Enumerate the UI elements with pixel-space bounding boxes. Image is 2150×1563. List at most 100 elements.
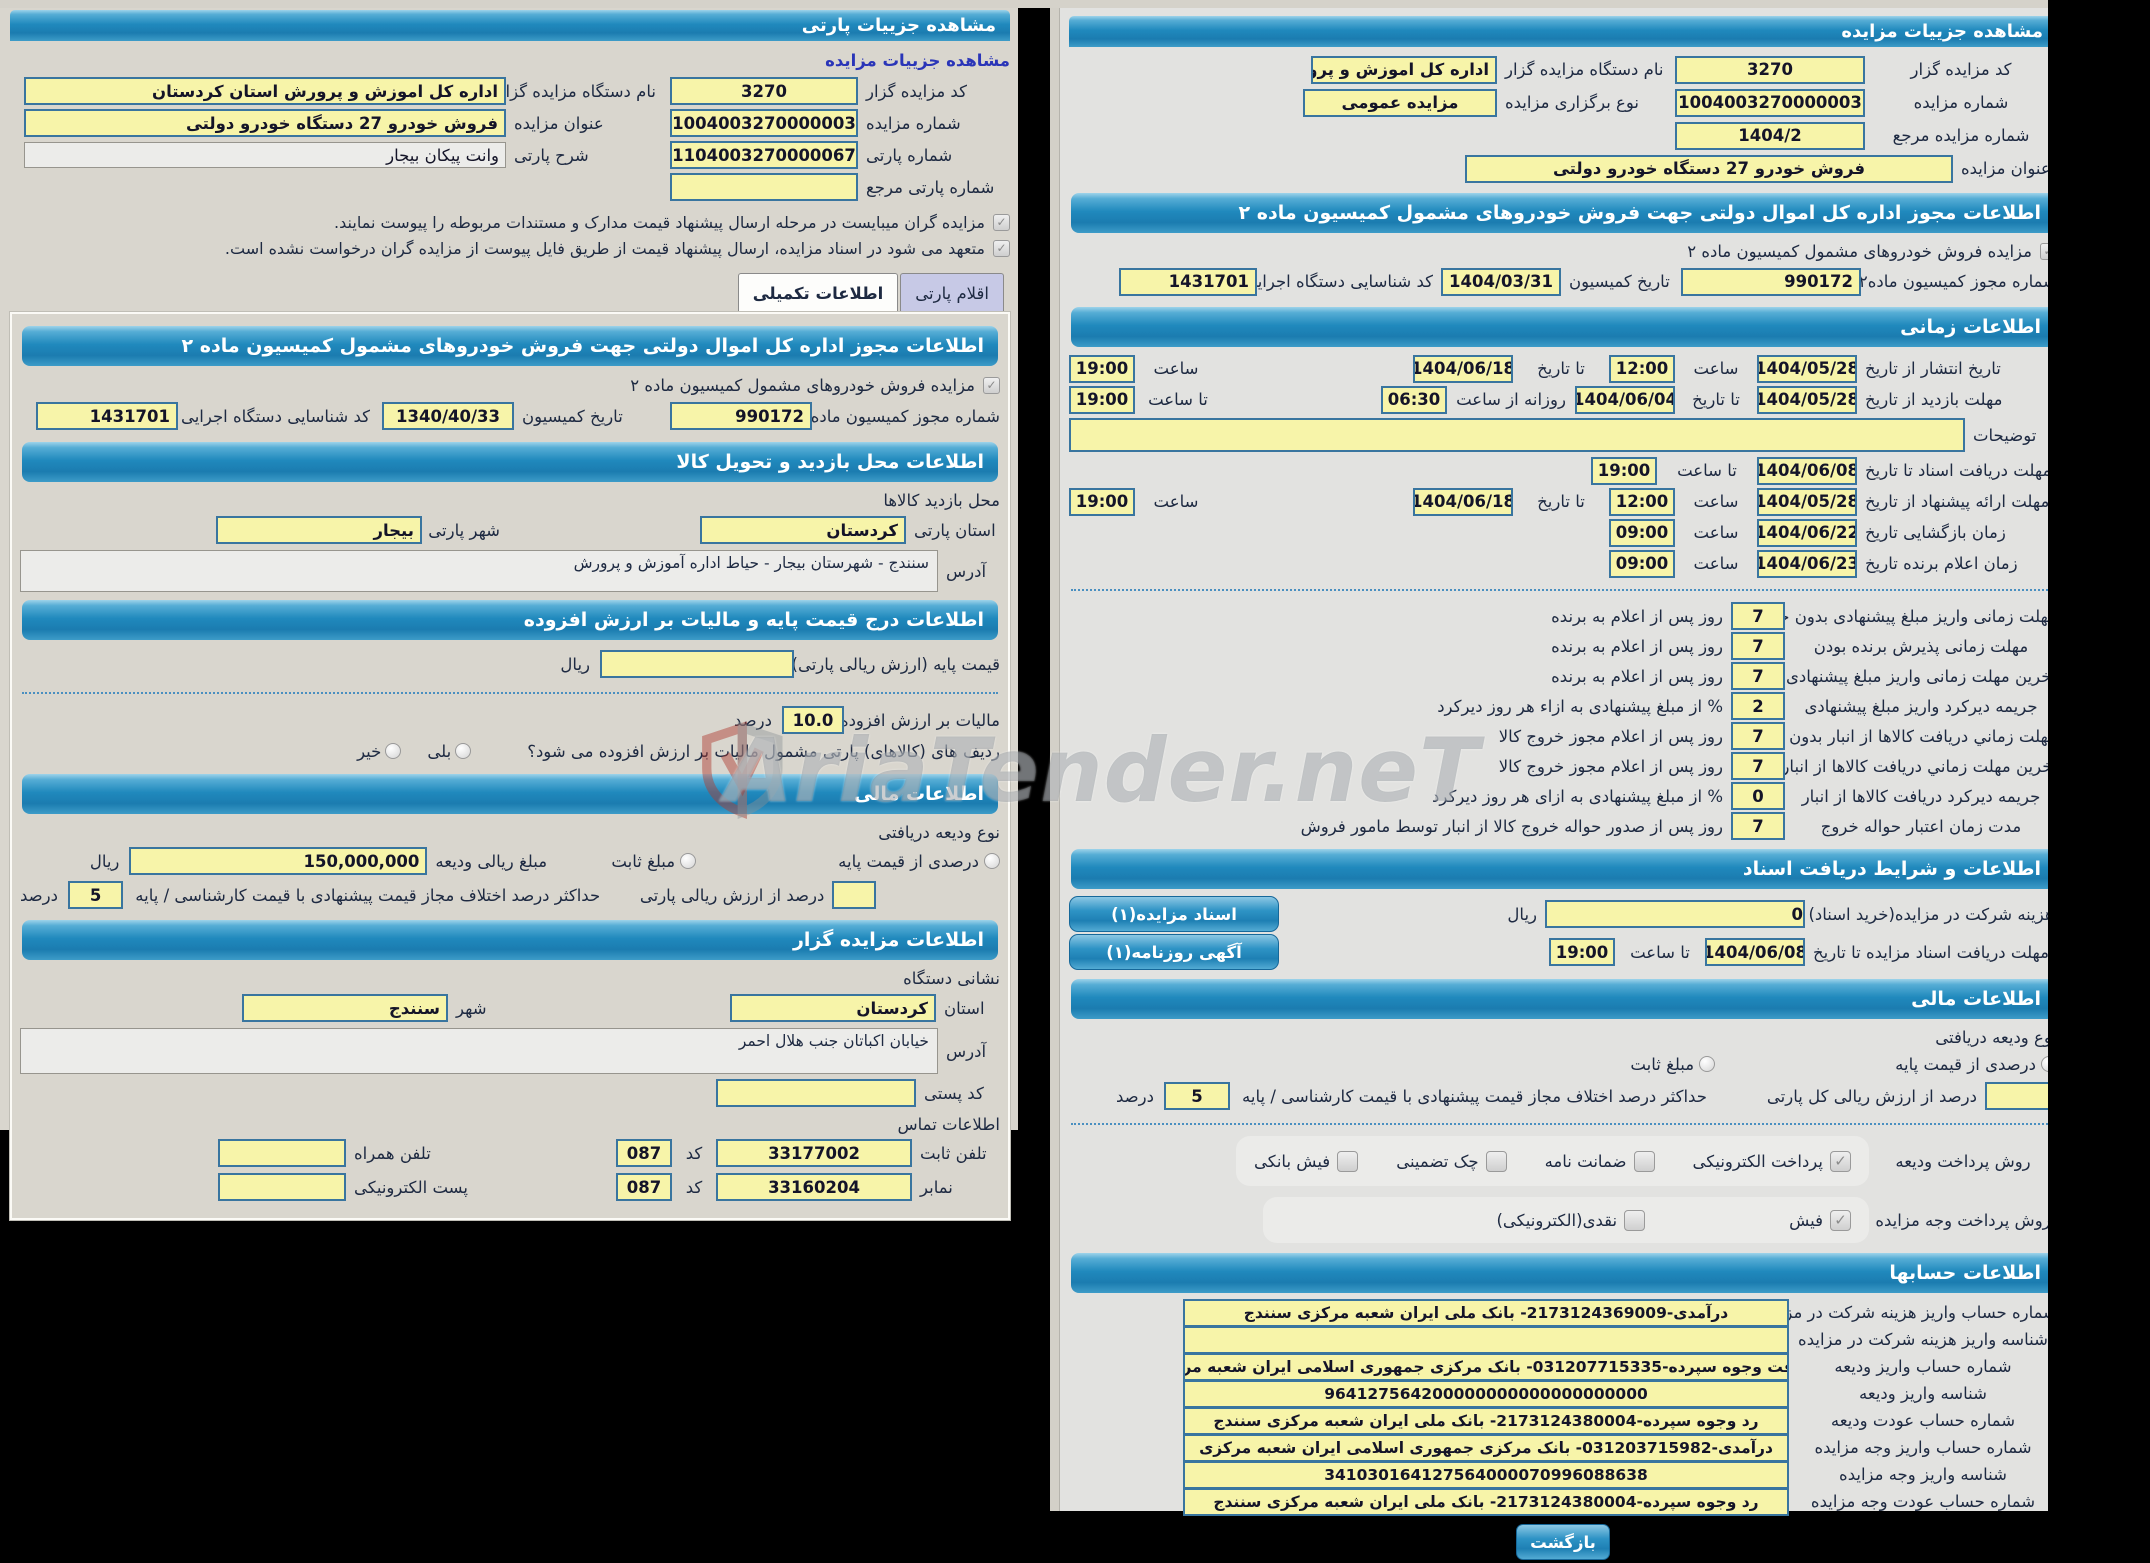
- fee-field[interactable]: 0: [1545, 900, 1805, 928]
- visit-hour1-field[interactable]: 06:30: [1381, 385, 1447, 414]
- publish-from-field[interactable]: 1404/05/28: [1757, 354, 1857, 383]
- pay-cash-checkbox[interactable]: [1624, 1209, 1646, 1231]
- deposit-fixed-radio[interactable]: [680, 853, 697, 869]
- base-price-field[interactable]: [600, 650, 794, 678]
- publish-hour1-field[interactable]: 12:00: [1609, 354, 1675, 383]
- winner-date-field[interactable]: 1404/06/23: [1757, 549, 1857, 578]
- phone-code-field[interactable]: 087: [616, 1139, 672, 1167]
- back-button[interactable]: بازگشت: [1516, 1524, 1610, 1560]
- party-desc-field[interactable]: وانت پیکان بیجار: [24, 142, 506, 168]
- fax-field[interactable]: 33160204: [716, 1173, 912, 1201]
- maxdiff-field[interactable]: 5: [68, 881, 124, 909]
- pay-bankslip-checkbox[interactable]: [1337, 1150, 1359, 1172]
- bidder-code-field[interactable]: 3270: [670, 77, 858, 105]
- publish-to-field[interactable]: 1404/06/18: [1413, 354, 1513, 383]
- fax-code-field[interactable]: 087: [616, 1173, 672, 1201]
- account-row-field[interactable]: 964127564200000000000000000000: [1183, 1379, 1789, 1408]
- r-exec-id-field[interactable]: 1431701: [1119, 267, 1257, 296]
- party-province-field[interactable]: کردستان: [700, 516, 906, 544]
- docs-deadline-date-field[interactable]: 1404/06/08: [1757, 456, 1857, 485]
- docs-receive-date-field[interactable]: 1404/06/08: [1705, 938, 1805, 966]
- r-deposit-fixed-radio[interactable]: [1699, 1056, 1716, 1072]
- winner-hour-field[interactable]: 09:00: [1609, 549, 1675, 578]
- deadline-row-field[interactable]: 7: [1731, 722, 1785, 750]
- account-row-field[interactable]: رد وجوه سپرده-2173124380004- بانک ملی ای…: [1183, 1406, 1789, 1435]
- party-ref-field[interactable]: [670, 173, 858, 201]
- r-commission-no-field[interactable]: 990172: [1681, 267, 1861, 296]
- party-percent-field[interactable]: [832, 881, 876, 909]
- deadline-row-field[interactable]: 7: [1731, 812, 1785, 840]
- newspaper-ad-button[interactable]: آگهی روزنامه(۱): [1069, 934, 1279, 970]
- party-city-field[interactable]: بیجار: [216, 516, 422, 544]
- deadline-row-field[interactable]: 7: [1731, 632, 1785, 660]
- docs-receive-hour-field[interactable]: 19:00: [1549, 938, 1615, 966]
- pay-guarantee-checkbox[interactable]: [1633, 1150, 1655, 1172]
- offer-hour1-field[interactable]: 12:00: [1609, 487, 1675, 516]
- notice2-checkbox[interactable]: [993, 239, 1010, 257]
- deadline-row-field[interactable]: 7: [1731, 752, 1785, 780]
- auction-no-field[interactable]: 1004003270000003: [670, 109, 858, 137]
- deadline-row-field[interactable]: 7: [1731, 602, 1785, 630]
- commission-no-field[interactable]: 990172: [670, 402, 812, 430]
- email-field[interactable]: [218, 1173, 346, 1201]
- r-party-percent-field[interactable]: [1985, 1082, 2057, 1110]
- r-agency-field[interactable]: اداره کل اموزش و پرورش اس: [1311, 55, 1497, 84]
- agency-name-field[interactable]: اداره کل اموزش و پرورش استان کردستان: [24, 77, 506, 105]
- visit-hour2-field[interactable]: 19:00: [1069, 385, 1135, 414]
- pay-electronic-checkbox[interactable]: [1830, 1150, 1851, 1172]
- opening-date-field[interactable]: 1404/06/22: [1757, 518, 1857, 547]
- account-row-field[interactable]: درآمدی-2173124369009- بانک ملی ایران شعب…: [1183, 1298, 1789, 1327]
- tab-additional-info[interactable]: اطلاعات تکمیلی: [737, 273, 899, 312]
- account-row-field[interactable]: رد وجوه سپرده-2173124380004- بانک ملی ای…: [1183, 1487, 1789, 1516]
- auction-docs-button[interactable]: اسناد مزایده(۱): [1069, 896, 1279, 932]
- r-auction-type-field[interactable]: مزایده عمومی: [1303, 88, 1497, 117]
- deadline-row-field[interactable]: 2: [1731, 692, 1785, 720]
- r-maxdiff-field[interactable]: 5: [1164, 1082, 1231, 1110]
- mobile-field[interactable]: [218, 1139, 346, 1167]
- view-auction-details-link[interactable]: مشاهده جزییات مزایده: [825, 50, 1010, 70]
- account-row-field[interactable]: 341030164127564000070996088638: [1183, 1460, 1789, 1489]
- timing-desc-field[interactable]: [1069, 418, 1965, 452]
- deposit-amount-field[interactable]: 150,000,000: [129, 847, 428, 875]
- r-auction-no-field[interactable]: 1004003270000003: [1675, 88, 1865, 117]
- offer-period-label: مهلت ارائه پیشنهاد از تاریخ: [1865, 492, 2050, 511]
- r-commission-date-field[interactable]: 1404/03/31: [1441, 267, 1561, 296]
- vat-yes-radio[interactable]: [455, 743, 472, 759]
- offer-hour2-field[interactable]: 19:00: [1069, 487, 1135, 516]
- visit-address-field[interactable]: سنندج - شهرستان بیجار - حیاط اداره آموزش…: [20, 550, 938, 592]
- org-address-field[interactable]: خیابان اکباتان جنب هلال احمر: [20, 1028, 938, 1074]
- notice1-checkbox[interactable]: [993, 213, 1010, 231]
- vat-field[interactable]: 10.0: [782, 706, 844, 734]
- phone-field[interactable]: 33177002: [716, 1139, 912, 1167]
- offer-from-field[interactable]: 1404/05/28: [1757, 487, 1857, 516]
- auction-title-field[interactable]: فروش خودرو 27 دستگاه خودرو دولتی: [24, 109, 506, 137]
- r-auction-title-field[interactable]: فروش خودرو 27 دستگاه خودرو دولتی: [1465, 154, 1953, 183]
- tab-party-items[interactable]: اقلام پارتی: [900, 273, 1004, 312]
- visit-to-field[interactable]: 1404/06/04: [1575, 385, 1675, 414]
- r-bidder-code-field[interactable]: 3270: [1675, 55, 1865, 84]
- docs-hour-field[interactable]: 19:00: [1591, 456, 1657, 485]
- postal-code-field[interactable]: [716, 1079, 916, 1107]
- opening-hour-field[interactable]: 09:00: [1609, 518, 1675, 547]
- r-auction-ref-field[interactable]: 1404/2: [1675, 121, 1865, 150]
- exec-id-field[interactable]: 1431701: [36, 402, 178, 430]
- pay-fish-checkbox[interactable]: [1830, 1209, 1851, 1231]
- org-city-field[interactable]: سنندج: [242, 994, 448, 1022]
- account-row-field[interactable]: دریافت وجوه سپرده-031207715335- بانک مرک…: [1183, 1352, 1789, 1381]
- party-no-field[interactable]: 1104003270000067: [670, 141, 858, 169]
- deposit-percent-radio[interactable]: [984, 853, 1000, 869]
- pay-cheque-checkbox[interactable]: [1485, 1150, 1507, 1172]
- vat-no-radio[interactable]: [385, 743, 402, 759]
- deadline-row-field[interactable]: 0: [1731, 782, 1785, 810]
- account-row-field[interactable]: [1183, 1325, 1789, 1354]
- commission-date-field[interactable]: 1340/40/33: [382, 402, 514, 430]
- notice2-text: متعهد می شود در اسناد مزایده، ارسال پیشن…: [224, 238, 985, 258]
- publish-hour2-field[interactable]: 19:00: [1069, 354, 1135, 383]
- offer-to-field[interactable]: 1404/06/18: [1413, 487, 1513, 516]
- permit-checkbox[interactable]: [983, 376, 1000, 394]
- deadline-row-field[interactable]: 7: [1731, 662, 1785, 690]
- org-province-field[interactable]: کردستان: [730, 994, 936, 1022]
- visit-from-field[interactable]: 1404/05/28: [1757, 385, 1857, 414]
- account-row-field[interactable]: درآمدی-031203715982- بانک مرکزی جمهوری ا…: [1183, 1433, 1789, 1462]
- deposit-amount-label: مبلغ ریالی ودیعه: [435, 851, 548, 871]
